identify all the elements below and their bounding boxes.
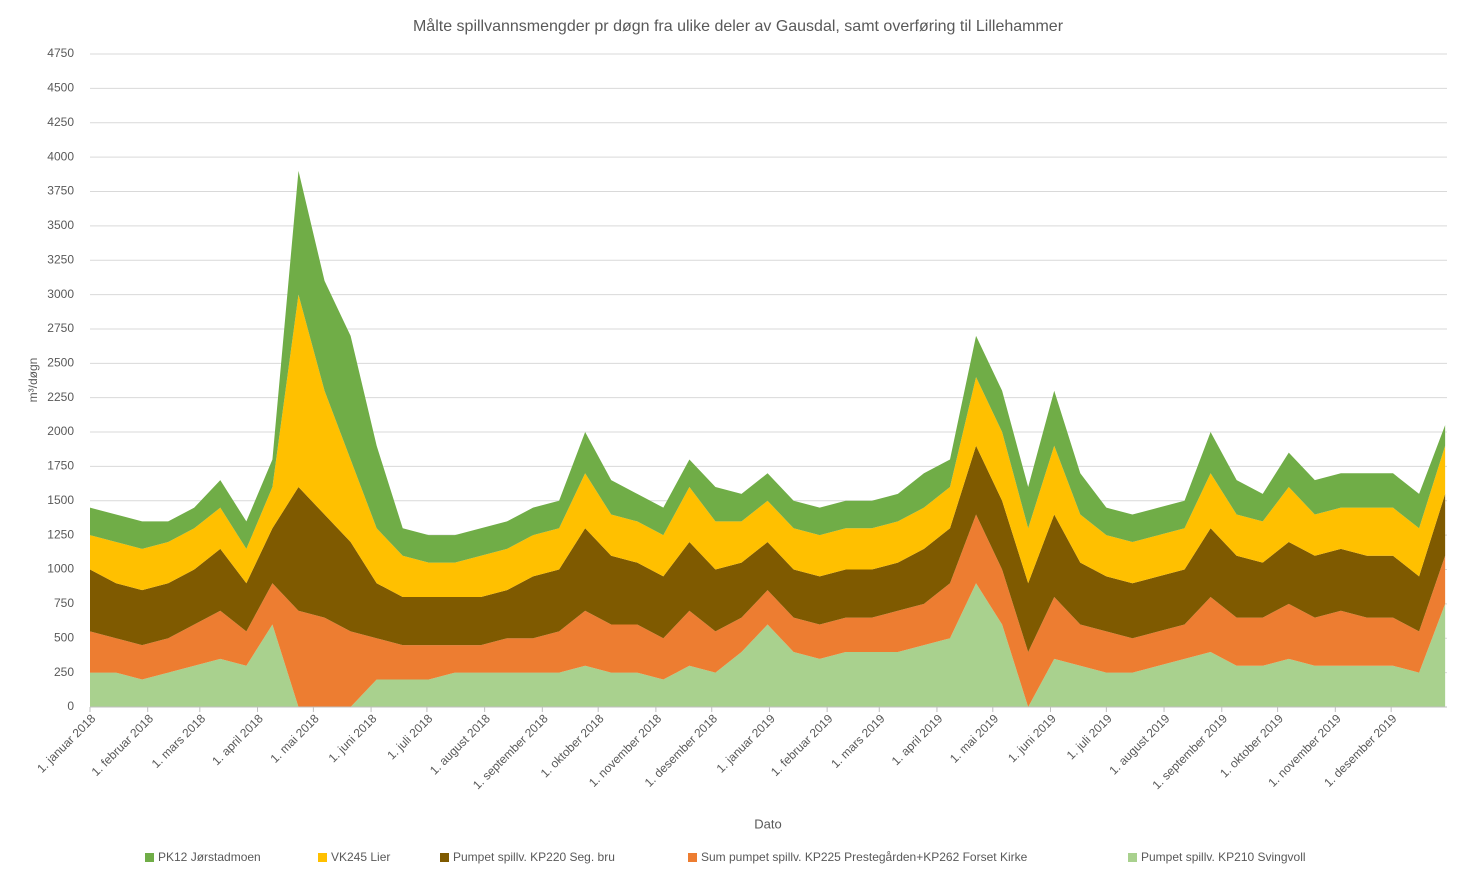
legend-label: Pumpet spillv. KP220 Seg. bru <box>453 850 615 864</box>
y-tick-label: 1500 <box>47 493 74 507</box>
y-tick-label: 2750 <box>47 321 74 335</box>
legend-swatch <box>1128 853 1137 862</box>
y-tick-label: 1750 <box>47 459 74 473</box>
area <box>90 445 1446 653</box>
x-tick-label: 1. februar 2019 <box>768 711 836 779</box>
y-tick-label: 4500 <box>47 81 74 95</box>
legend-swatch <box>318 853 327 862</box>
y-tick-label: 3500 <box>47 218 74 232</box>
x-tick-label: 1. april 2018 <box>209 711 266 768</box>
x-tick-label: 1. januar 2018 <box>34 711 98 775</box>
area <box>90 170 1446 563</box>
y-tick-label: 250 <box>54 665 74 679</box>
y-tick-label: 2500 <box>47 355 74 369</box>
y-tick-label: 750 <box>54 596 74 610</box>
y-tick-label: 4750 <box>47 46 74 60</box>
x-tick-label: 1. april 2019 <box>889 711 946 768</box>
y-tick-label: 1000 <box>47 562 74 576</box>
y-tick-label: 4250 <box>47 115 74 129</box>
x-tick-label: 1. mars 2019 <box>828 711 888 771</box>
y-tick-label: 1250 <box>47 527 74 541</box>
y-axis-label: m³/døgn <box>26 358 40 403</box>
y-tick-label: 2000 <box>47 424 74 438</box>
x-tick-label: 1. juni 2018 <box>326 711 380 765</box>
y-tick-label: 500 <box>54 630 74 644</box>
x-tick-label: 1. februar 2018 <box>89 711 157 779</box>
area <box>90 294 1446 598</box>
y-tick-label: 0 <box>67 699 74 713</box>
legend-swatch <box>145 853 154 862</box>
x-tick-label: 1. mars 2018 <box>149 711 209 771</box>
x-tick-label: 1. juli 2019 <box>1064 711 1115 762</box>
legend-label: Pumpet spillv. KP210 Svingvoll <box>1141 850 1306 864</box>
chart-title: Målte spillvannsmengder pr døgn fra ulik… <box>413 17 1064 35</box>
y-tick-label: 2250 <box>47 390 74 404</box>
x-axis-label: Dato <box>754 816 781 831</box>
x-tick-label: 1. januar 2019 <box>714 711 778 775</box>
legend-label: VK245 Lier <box>331 850 390 864</box>
x-tick-label: 1. juni 2019 <box>1005 711 1059 765</box>
y-tick-label: 3750 <box>47 184 74 198</box>
x-tick-label: 1. august 2019 <box>1106 711 1172 777</box>
x-tick-label: 1. august 2018 <box>427 711 493 777</box>
y-tick-label: 3000 <box>47 287 74 301</box>
legend-swatch <box>440 853 449 862</box>
legend-swatch <box>688 853 697 862</box>
y-tick-label: 4000 <box>47 149 74 163</box>
y-tick-label: 3250 <box>47 252 74 266</box>
area <box>90 583 1446 707</box>
legend-label: Sum pumpet spillv. KP225 Prestegården+KP… <box>701 850 1028 864</box>
area <box>90 514 1446 707</box>
x-tick-label: 1. juli 2018 <box>384 711 435 762</box>
legend-label: PK12 Jørstadmoen <box>158 850 261 864</box>
x-tick-label: 1. mai 2019 <box>947 711 1001 765</box>
x-tick-label: 1. mai 2018 <box>267 711 321 765</box>
